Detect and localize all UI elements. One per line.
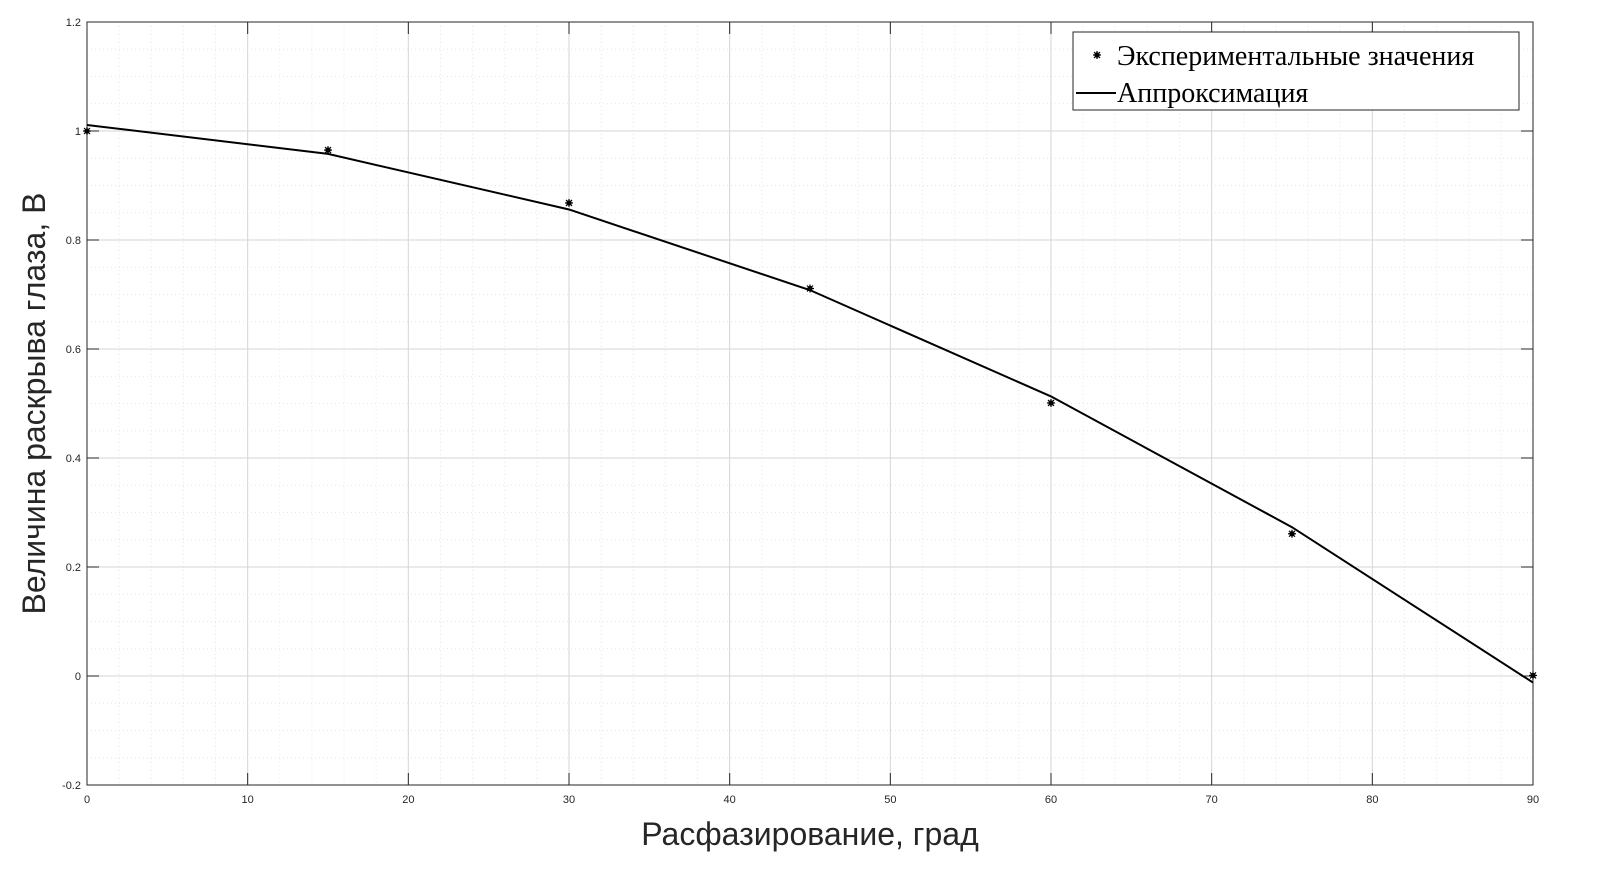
data-point: [1288, 529, 1296, 538]
data-point: [324, 146, 332, 155]
marker-stroke: [1093, 51, 1101, 59]
x-tick-label: 10: [242, 794, 254, 806]
x-tick-label: 60: [1045, 794, 1057, 806]
marker-stroke: [806, 285, 814, 292]
x-tick-label: 50: [884, 794, 896, 806]
marker-stroke: [83, 127, 91, 135]
data-point: [806, 284, 814, 293]
legend-label-experimental: Экспериментальные значения: [1117, 41, 1474, 72]
data-point: [565, 198, 573, 207]
y-axis-title: Величина раскрыва глаза, В: [16, 193, 52, 615]
x-tick-label: 40: [724, 794, 736, 806]
series-layer: [83, 124, 1537, 684]
y-tick-label: 1: [75, 126, 81, 138]
x-tick-label: 70: [1206, 794, 1218, 806]
legend: Экспериментальные значения Аппроксимация: [1072, 31, 1520, 111]
marker-stroke: [324, 146, 332, 154]
marker-stroke: [1047, 399, 1055, 407]
y-tick-label: 1.2: [66, 17, 81, 29]
marker-stroke: [1288, 530, 1296, 538]
x-tick-labels: 0 10 20 30 40 50 60 70 80 90: [84, 794, 1539, 806]
axis-ticks: [86, 21, 1534, 786]
data-point: [1047, 398, 1055, 407]
marker-stroke: [1529, 672, 1537, 679]
y-tick-label: 0.6: [66, 344, 81, 356]
y-tick-label: 0.2: [66, 562, 81, 574]
y-tick-label: 0.8: [66, 235, 81, 247]
y-tick-label: 0: [75, 671, 81, 683]
legend-marker-experimental: [1093, 51, 1101, 59]
x-tick-label: 20: [402, 794, 414, 806]
x-tick-label: 30: [563, 794, 575, 806]
y-tick-label: -0.2: [62, 780, 81, 792]
major-grid: [87, 22, 1533, 785]
y-tick-labels: -0.2 0 0.2 0.4 0.6 0.8 1 1.2: [62, 17, 81, 792]
x-tick-label: 80: [1366, 794, 1378, 806]
data-point: [1529, 671, 1537, 680]
y-tick-label: 0.4: [66, 453, 81, 465]
x-axis-title: Расфазирование, град: [641, 816, 979, 852]
marker-stroke: [565, 199, 573, 207]
x-tick-label: 0: [84, 794, 90, 806]
data-point: [83, 127, 91, 135]
axes-box: [86, 21, 1534, 786]
legend-marker-star: [1093, 51, 1101, 59]
legend-box: [1072, 31, 1520, 111]
legend-label-approximation: Аппроксимация: [1117, 78, 1308, 109]
x-tick-label: 90: [1527, 794, 1539, 806]
